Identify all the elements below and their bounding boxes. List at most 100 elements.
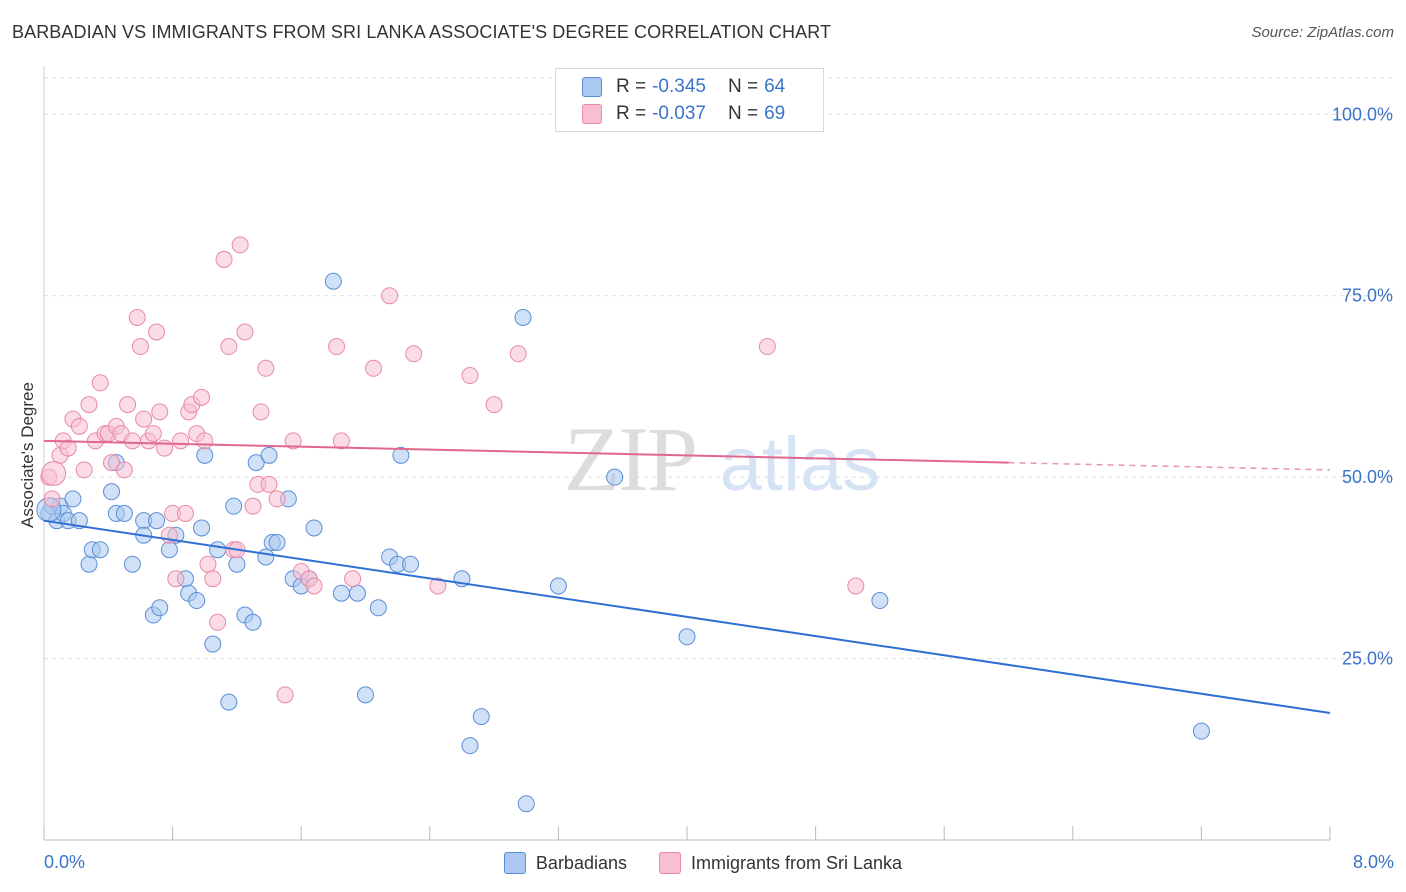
barbadians-point xyxy=(228,555,246,573)
barbadians-point xyxy=(357,686,374,704)
sri-lanka-point xyxy=(123,432,141,450)
barbadians-point xyxy=(193,519,211,537)
sri-lanka-trend-extension xyxy=(1008,461,1331,471)
sri-lanka-point xyxy=(199,555,217,573)
barbadians-points xyxy=(36,272,1210,813)
sri-lanka-point xyxy=(231,236,249,254)
barbadians-point xyxy=(115,504,133,522)
sri-lanka-point xyxy=(144,425,162,443)
sri-lanka-point xyxy=(244,497,262,515)
sri-lanka-swatch xyxy=(582,104,602,124)
barbadians-point xyxy=(260,446,278,464)
sri-lanka-point xyxy=(196,432,214,450)
sri-lanka-point xyxy=(276,686,294,704)
sri-lanka-point xyxy=(220,338,238,356)
barbadians-point xyxy=(151,599,169,617)
barbadians-point xyxy=(268,533,286,551)
sri-lanka-point xyxy=(328,338,346,356)
barbadians-legend-swatch xyxy=(503,852,526,874)
barbadians-r-value: -0.345 xyxy=(652,76,706,97)
sri-lanka-point xyxy=(381,287,399,305)
y-tick-label: 100.0% xyxy=(1332,104,1393,124)
barbadians-swatch xyxy=(582,77,602,97)
watermark: ZIP atlas xyxy=(564,408,880,510)
sri-lanka-point xyxy=(209,613,227,631)
sri-lanka-point xyxy=(332,432,350,450)
y-tick-label: 75.0% xyxy=(1342,286,1393,306)
barbadians-point xyxy=(606,468,624,486)
sri-lanka-point xyxy=(268,490,286,508)
barbadians-point xyxy=(348,584,366,602)
sri-lanka-points xyxy=(40,236,865,704)
barbadians-point xyxy=(402,555,420,573)
y-tick-labels: 25.0% 50.0% 75.0% 100.0% xyxy=(1332,104,1393,668)
sri-lanka-point xyxy=(215,250,233,268)
barbadians-point xyxy=(64,490,82,508)
barbadians-point xyxy=(91,541,109,559)
r-label: R = xyxy=(616,103,647,124)
barbadians-point xyxy=(103,483,121,501)
barbadians-point xyxy=(305,519,323,537)
sri-lanka-point xyxy=(135,410,153,428)
sri-lanka-point xyxy=(847,577,865,595)
sri-lanka-point xyxy=(70,417,88,435)
barbadians-point xyxy=(517,795,535,813)
sri-lanka-point xyxy=(193,388,211,406)
barbadians-trend-line xyxy=(43,519,1331,714)
barbadians-point xyxy=(220,693,238,711)
sri-lanka-point xyxy=(260,475,278,493)
sri-lanka-point xyxy=(344,570,362,588)
x-tick-max: 8.0% xyxy=(1352,852,1394,872)
barbadians-point xyxy=(204,635,222,653)
r-label: R = xyxy=(616,76,647,97)
sri-lanka-point xyxy=(131,338,149,356)
sri-lanka-point xyxy=(176,504,194,522)
sri-lanka-point xyxy=(148,323,166,341)
sri-lanka-point xyxy=(461,367,479,385)
barbadians-point xyxy=(369,599,387,617)
watermark-atlas: atlas xyxy=(720,422,881,507)
sri-lanka-trend-line xyxy=(43,439,1009,464)
sri-lanka-legend-label: Immigrants from Sri Lanka xyxy=(691,852,903,873)
barbadians-point xyxy=(225,497,243,515)
sri-lanka-point xyxy=(429,577,447,595)
sri-lanka-point xyxy=(305,577,323,595)
barbadians-point xyxy=(247,454,265,472)
barbadians-point xyxy=(196,446,214,464)
sri-lanka-r-value: -0.037 xyxy=(652,103,706,124)
barbadians-point xyxy=(514,308,532,326)
sri-lanka-point xyxy=(257,359,275,377)
barbadians-point xyxy=(244,613,262,631)
correlation-legend: R = -0.345 N = 64 R = -0.037 N = 69 xyxy=(555,68,824,132)
sri-lanka-point xyxy=(485,396,503,414)
barbadians-point xyxy=(461,737,479,755)
sri-lanka-point xyxy=(119,396,137,414)
sri-lanka-point xyxy=(41,461,67,487)
grid-lines xyxy=(44,77,1392,660)
sri-lanka-legend-swatch xyxy=(659,852,681,874)
n-label: N = xyxy=(727,103,759,124)
y-axis-label: Associate's Degree xyxy=(18,382,37,528)
sri-lanka-point xyxy=(284,432,302,450)
sri-lanka-point xyxy=(103,454,121,472)
barbadians-point xyxy=(123,555,141,573)
sri-lanka-point xyxy=(405,345,423,363)
y-tick-label: 25.0% xyxy=(1342,649,1393,669)
barbadians-point xyxy=(678,628,696,646)
sri-lanka-point xyxy=(80,396,98,414)
source-label: Source: ZipAtlas.com xyxy=(1251,24,1394,41)
watermark-zip: ZIP xyxy=(564,408,696,510)
barbadians-n-value: 64 xyxy=(764,76,786,97)
series-legend: Barbadians Immigrants from Sri Lanka xyxy=(0,852,1406,874)
barbadians-point xyxy=(472,708,490,726)
barbadians-point xyxy=(160,541,178,559)
sri-lanka-point xyxy=(252,403,270,421)
barbadians-point xyxy=(871,592,889,610)
barbadians-point xyxy=(209,541,227,559)
barbadians-point xyxy=(148,512,166,530)
y-tick-label: 50.0% xyxy=(1342,467,1393,487)
sri-lanka-point xyxy=(509,345,527,363)
sri-lanka-n-value: 69 xyxy=(764,103,786,124)
sri-lanka-point xyxy=(43,490,61,508)
